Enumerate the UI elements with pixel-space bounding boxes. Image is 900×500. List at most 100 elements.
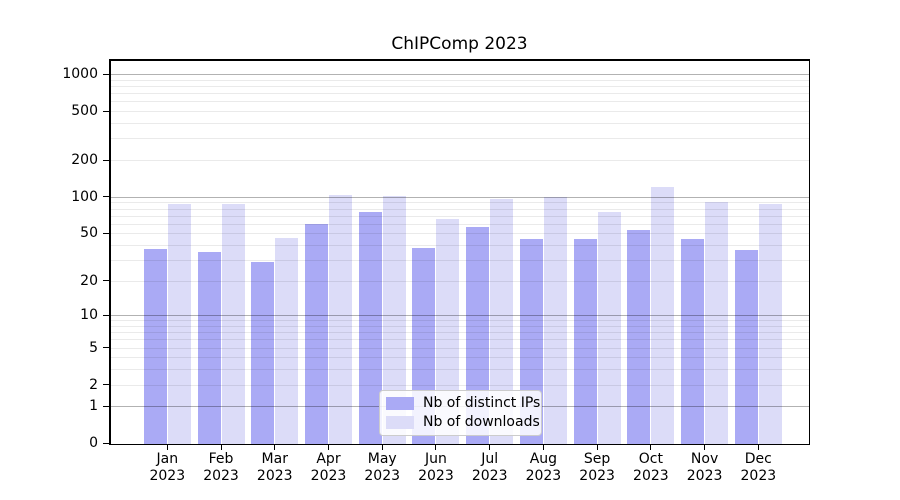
bar-distinct-ips <box>197 251 221 445</box>
y-tick <box>103 196 109 198</box>
x-tick-label: Nov 2023 <box>686 451 723 484</box>
gridline-minor <box>110 208 809 210</box>
legend-item-downloads: Nb of downloads <box>386 414 540 431</box>
legend-swatch-downloads <box>386 416 414 429</box>
plot-area <box>110 60 809 445</box>
gridline-minor <box>110 223 809 225</box>
x-tick-label: Sep 2023 <box>579 451 615 484</box>
spine-right <box>808 59 810 445</box>
gridline-minor <box>110 332 809 334</box>
x-tick <box>542 445 544 450</box>
bar-distinct-ips <box>681 238 705 445</box>
x-tick <box>381 445 383 450</box>
y-tick <box>103 405 109 407</box>
bar-distinct-ips <box>304 223 328 445</box>
y-tick <box>103 314 109 316</box>
grid-layer <box>110 60 809 445</box>
x-tick <box>596 445 598 450</box>
chart-title: ChIPComp 2023 <box>391 34 528 54</box>
y-tick <box>103 110 109 112</box>
gridline-minor <box>110 202 809 204</box>
gridline-minor <box>110 215 809 217</box>
bar-downloads <box>651 187 675 445</box>
gridline-minor <box>110 339 809 341</box>
x-tick-label: May 2023 <box>364 451 401 484</box>
x-tick <box>435 445 437 450</box>
bar-downloads <box>758 203 782 445</box>
x-tick <box>704 445 706 450</box>
y-tick <box>103 384 109 386</box>
bar-downloads <box>597 211 621 445</box>
gridline-minor <box>110 325 809 327</box>
x-tick-label: Oct 2023 <box>633 451 669 484</box>
y-tick-label: 2 <box>89 376 98 393</box>
gridline-minor <box>110 101 809 103</box>
y-tick <box>103 442 109 444</box>
y-tick-label: 1 <box>89 398 98 415</box>
y-tick-label: 1000 <box>62 66 98 83</box>
x-tick <box>757 445 759 450</box>
gridline-minor <box>110 79 809 81</box>
legend-item-distinct-ips: Nb of distinct IPs <box>386 395 540 412</box>
y-tick-label: 5 <box>89 339 98 356</box>
bar-downloads <box>328 195 352 445</box>
x-tick-label: Feb 2023 <box>203 451 239 484</box>
x-tick <box>327 445 329 450</box>
y-tick-label: 20 <box>80 272 98 289</box>
gridline-minor <box>110 160 809 161</box>
bar-downloads <box>436 218 460 445</box>
x-tick-label: Jan 2023 <box>149 451 186 484</box>
gridline-major <box>110 315 809 317</box>
y-tick <box>103 280 109 282</box>
bar-downloads <box>382 196 406 445</box>
y-tick <box>103 159 109 161</box>
gridline-minor <box>110 357 809 359</box>
legend-label-downloads: Nb of downloads <box>423 414 540 430</box>
bar-downloads <box>490 199 514 445</box>
bar-distinct-ips <box>143 248 167 445</box>
bar-downloads <box>705 202 729 445</box>
spine-bottom <box>109 443 810 445</box>
bar-distinct-ips <box>627 230 651 445</box>
x-tick-label: Jul 2023 <box>471 451 508 484</box>
gridline-minor <box>110 369 809 371</box>
x-tick <box>220 445 222 450</box>
gridline-minor <box>110 111 809 113</box>
x-tick-label: Mar 2023 <box>256 451 293 484</box>
bar-downloads <box>543 196 567 445</box>
x-tick <box>650 445 652 450</box>
legend-label-distinct-ips: Nb of distinct IPs <box>423 395 541 411</box>
x-tick <box>274 445 276 450</box>
legend: Nb of distinct IPs Nb of downloads <box>379 390 542 436</box>
y-tick-label: 50 <box>80 225 98 242</box>
gridline-minor <box>110 244 809 246</box>
x-tick-label: Jun 2023 <box>418 451 454 484</box>
gridline-major <box>110 74 809 76</box>
x-tick-label: Aug 2023 <box>525 451 562 484</box>
y-tick <box>103 73 109 75</box>
gridline-minor <box>110 347 809 349</box>
bar-downloads <box>275 237 299 445</box>
x-tick <box>489 445 491 450</box>
x-tick-label: Dec 2023 <box>740 451 777 484</box>
bar-downloads <box>221 204 245 445</box>
y-tick <box>103 347 109 349</box>
legend-swatch-distinct-ips <box>386 397 414 410</box>
gridline-minor <box>110 233 809 235</box>
bar-downloads <box>167 204 191 445</box>
gridline-major <box>110 196 809 198</box>
gridline-minor <box>110 320 809 322</box>
y-tick-label: 500 <box>71 103 98 120</box>
y-tick <box>103 232 109 234</box>
x-tick <box>166 445 168 450</box>
gridline-minor <box>110 93 809 95</box>
spine-left <box>109 59 111 445</box>
y-tick-label: 10 <box>80 307 98 324</box>
y-tick-label: 200 <box>71 152 98 168</box>
bar-distinct-ips <box>734 250 758 445</box>
gridline-minor <box>110 86 809 88</box>
spine-top <box>109 59 810 61</box>
y-tick-label: 100 <box>71 188 98 205</box>
y-tick-label: 0 <box>89 435 98 452</box>
